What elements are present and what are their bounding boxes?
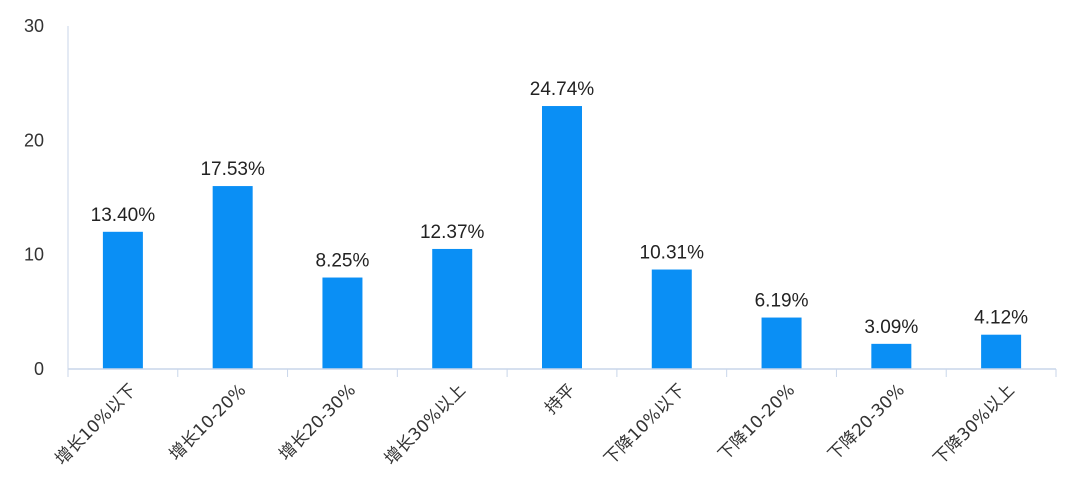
y-axis-ticks: 0 10 20 30 — [24, 16, 44, 379]
data-label: 6.19% — [755, 291, 809, 312]
bar — [761, 317, 802, 369]
data-label: 3.09% — [864, 317, 918, 338]
y-tick-label: 30 — [24, 16, 44, 36]
data-label: 4.12% — [974, 308, 1028, 329]
data-label: 24.74% — [530, 79, 595, 100]
x-category-label: 下降10%以下 — [600, 380, 689, 469]
x-category-label: 持平 — [541, 380, 579, 418]
bars-group — [102, 106, 1022, 370]
y-tick-label: 20 — [24, 130, 44, 150]
bar — [871, 343, 912, 369]
x-category-label: 下降10-20% — [715, 380, 800, 465]
x-category-label: 增长20-30% — [275, 380, 360, 465]
bar — [651, 269, 692, 369]
x-category-label: 增长10%以下 — [51, 380, 140, 469]
x-category-label: 增长30%以上 — [381, 380, 470, 469]
x-category-label: 下降30%以上 — [930, 380, 1019, 469]
y-tick-label: 0 — [34, 359, 44, 379]
data-label: 12.37% — [420, 222, 485, 243]
data-label: 10.31% — [640, 243, 705, 264]
x-category-label: 下降20-30% — [824, 380, 909, 465]
x-category-label: 增长10-20% — [166, 380, 251, 465]
y-tick-label: 10 — [24, 245, 44, 265]
x-axis-ticks — [67, 369, 1057, 377]
bar — [102, 231, 143, 369]
data-label: 8.25% — [316, 251, 370, 272]
bar — [212, 186, 253, 369]
bar — [322, 277, 363, 369]
x-axis-labels: 增长10%以下 增长10-20% 增长20-30% 增长30%以上 持平 下降10%以下下… — [51, 380, 1018, 469]
data-labels-group: 13.40% 17.53% 8.25% 12.37% 24.74% 10.31% 6.19%… — [91, 79, 1028, 338]
bar — [981, 334, 1022, 369]
bar — [542, 106, 582, 370]
data-label: 13.40% — [91, 205, 156, 226]
bar — [432, 248, 473, 369]
data-label: 17.53% — [200, 159, 265, 180]
